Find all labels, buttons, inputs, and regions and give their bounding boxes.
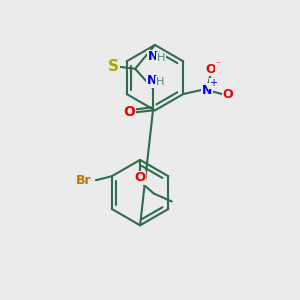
Text: N: N xyxy=(147,74,157,87)
Text: H: H xyxy=(156,76,164,87)
Text: O: O xyxy=(123,105,135,119)
Text: N: N xyxy=(148,50,158,63)
Text: O: O xyxy=(223,88,233,100)
Text: H: H xyxy=(157,53,165,63)
Text: Br: Br xyxy=(76,174,92,187)
Text: ⁻: ⁻ xyxy=(215,60,220,70)
Text: +: + xyxy=(209,78,217,88)
Text: O: O xyxy=(134,171,146,184)
Text: O: O xyxy=(206,63,216,76)
Text: S: S xyxy=(108,59,119,74)
Text: N: N xyxy=(202,84,212,97)
